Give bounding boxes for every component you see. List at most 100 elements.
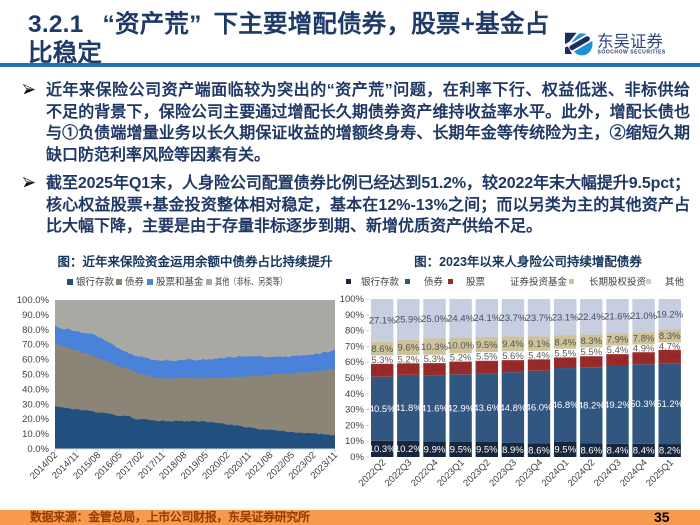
svg-text:其他: 其他 <box>665 276 685 288</box>
svg-text:0.0%: 0.0% <box>27 444 49 455</box>
svg-text:8.4%: 8.4% <box>554 337 576 348</box>
svg-text:0%: 0% <box>350 452 364 463</box>
svg-text:10%: 10% <box>345 436 365 447</box>
svg-text:40.0%: 40.0% <box>22 384 49 395</box>
svg-text:9.9%: 9.9% <box>424 444 446 455</box>
svg-text:8.6%: 8.6% <box>528 445 550 456</box>
svg-text:5.5%: 5.5% <box>580 347 602 358</box>
svg-text:5.4%: 5.4% <box>528 350 550 361</box>
svg-text:41.8%: 41.8% <box>395 403 422 414</box>
svg-text:30.0%: 30.0% <box>22 399 49 410</box>
svg-text:70.0%: 70.0% <box>22 340 49 351</box>
svg-text:20%: 20% <box>345 420 365 431</box>
svg-text:21.6%: 21.6% <box>604 311 631 322</box>
svg-text:6.7%: 6.7% <box>554 358 576 369</box>
svg-text:42.9%: 42.9% <box>447 403 474 414</box>
svg-text:8.9%: 8.9% <box>502 445 524 456</box>
svg-text:40.5%: 40.5% <box>369 404 396 415</box>
svg-text:银行存款: 银行存款 <box>361 276 400 288</box>
svg-text:10.0%: 10.0% <box>447 341 474 352</box>
svg-text:90%: 90% <box>345 310 365 321</box>
svg-text:8.2%: 8.2% <box>659 446 681 457</box>
svg-text:5.3%: 5.3% <box>371 355 393 366</box>
svg-text:2024Q3: 2024Q3 <box>592 457 624 489</box>
svg-text:25.0%: 25.0% <box>421 314 448 325</box>
svg-text:43.6%: 43.6% <box>473 403 500 414</box>
svg-text:SOOCHOW SECURITIES: SOOCHOW SECURITIES <box>598 49 666 55</box>
svg-text:5.2%: 5.2% <box>397 354 419 365</box>
svg-text:24.1%: 24.1% <box>473 313 500 324</box>
svg-text:40%: 40% <box>345 389 365 400</box>
svg-text:8.6%: 8.6% <box>580 445 602 456</box>
svg-text:44.8%: 44.8% <box>499 403 526 414</box>
svg-text:50%: 50% <box>345 373 365 384</box>
svg-text:10.0%: 10.0% <box>22 429 49 440</box>
svg-text:2024Q1: 2024Q1 <box>540 457 572 489</box>
svg-text:70%: 70% <box>345 341 365 352</box>
svg-text:9.4%: 9.4% <box>502 339 524 350</box>
svg-text:7.8%: 7.8% <box>476 362 498 373</box>
svg-text:2023Q4: 2023Q4 <box>513 457 545 489</box>
svg-text:图：近年来保险资金运用余额中债券占比持续提升: 图：近年来保险资金运用余额中债券占比持续提升 <box>57 254 333 269</box>
svg-text:股票: 股票 <box>466 277 486 288</box>
svg-text:8.3%: 8.3% <box>659 331 681 342</box>
svg-text:51.2%: 51.2% <box>656 399 683 410</box>
svg-text:8.2%: 8.2% <box>371 365 393 376</box>
svg-text:8.6%: 8.6% <box>371 344 393 355</box>
svg-text:2025Q1: 2025Q1 <box>644 457 676 489</box>
svg-text:80%: 80% <box>345 326 365 337</box>
svg-text:10.2%: 10.2% <box>395 444 422 455</box>
svg-text:5.5%: 5.5% <box>554 348 576 359</box>
svg-text:银行存款: 银行存款 <box>76 276 115 288</box>
svg-text:50.3%: 50.3% <box>630 399 657 410</box>
svg-text:50.0%: 50.0% <box>22 370 49 381</box>
svg-text:7.8%: 7.8% <box>633 334 655 345</box>
svg-text:图：2023年以来人身险公司持续增配债券: 图：2023年以来人身险公司持续增配债券 <box>414 254 642 269</box>
svg-text:30%: 30% <box>345 405 365 416</box>
svg-text:23.7%: 23.7% <box>499 313 526 324</box>
svg-text:9.5%: 9.5% <box>476 445 498 456</box>
svg-text:8.0%: 8.0% <box>450 363 472 374</box>
svg-text:4.7%: 4.7% <box>659 341 681 352</box>
svg-text:60.0%: 60.0% <box>22 355 49 366</box>
svg-text:股票和基金: 股票和基金 <box>156 276 204 288</box>
svg-text:7.3%: 7.3% <box>397 364 419 375</box>
svg-text:2022Q3: 2022Q3 <box>383 457 415 489</box>
svg-text:其他（非标、另类等）: 其他（非标、另类等） <box>215 276 287 288</box>
svg-text:80.0%: 80.0% <box>22 325 49 336</box>
svg-text:4.9%: 4.9% <box>633 344 655 355</box>
svg-text:8.4%: 8.4% <box>607 446 629 457</box>
svg-text:东吴证券: 东吴证券 <box>597 32 664 51</box>
svg-text:100%: 100% <box>340 294 365 305</box>
svg-text:5.4%: 5.4% <box>607 345 629 356</box>
svg-text:23.1%: 23.1% <box>552 312 579 323</box>
svg-text:20.0%: 20.0% <box>22 414 49 425</box>
svg-text:9.6%: 9.6% <box>397 343 419 354</box>
svg-text:46.8%: 46.8% <box>552 400 579 411</box>
svg-text:2022Q4: 2022Q4 <box>409 457 441 489</box>
svg-text:90.0%: 90.0% <box>22 310 49 321</box>
svg-text:8.4%: 8.4% <box>659 352 681 363</box>
svg-text:100.0%: 100.0% <box>17 295 50 306</box>
svg-text:证券投资基金: 证券投资基金 <box>510 276 568 288</box>
svg-text:7.6%: 7.6% <box>633 353 655 364</box>
svg-text:27.1%: 27.1% <box>369 316 396 327</box>
svg-text:7.0%: 7.0% <box>580 357 602 368</box>
svg-text:21.0%: 21.0% <box>630 311 657 322</box>
svg-text:8.3%: 8.3% <box>580 336 602 347</box>
svg-text:22.4%: 22.4% <box>578 312 605 323</box>
svg-text:2023Q1: 2023Q1 <box>435 457 467 489</box>
svg-text:2024Q2: 2024Q2 <box>566 457 598 489</box>
svg-text:23.7%: 23.7% <box>526 313 553 324</box>
svg-text:5.2%: 5.2% <box>450 353 472 364</box>
svg-text:25.9%: 25.9% <box>395 315 422 326</box>
svg-text:长期股权投资: 长期股权投资 <box>589 276 647 288</box>
svg-text:10.3%: 10.3% <box>421 342 448 353</box>
svg-text:2023Q2: 2023Q2 <box>461 457 493 489</box>
svg-text:7.2%: 7.2% <box>528 360 550 371</box>
svg-text:48.2%: 48.2% <box>578 401 605 412</box>
svg-text:7.6%: 7.6% <box>502 361 524 372</box>
svg-text:2024Q4: 2024Q4 <box>618 457 650 489</box>
svg-text:9.5%: 9.5% <box>450 445 472 456</box>
svg-text:60%: 60% <box>345 357 365 368</box>
